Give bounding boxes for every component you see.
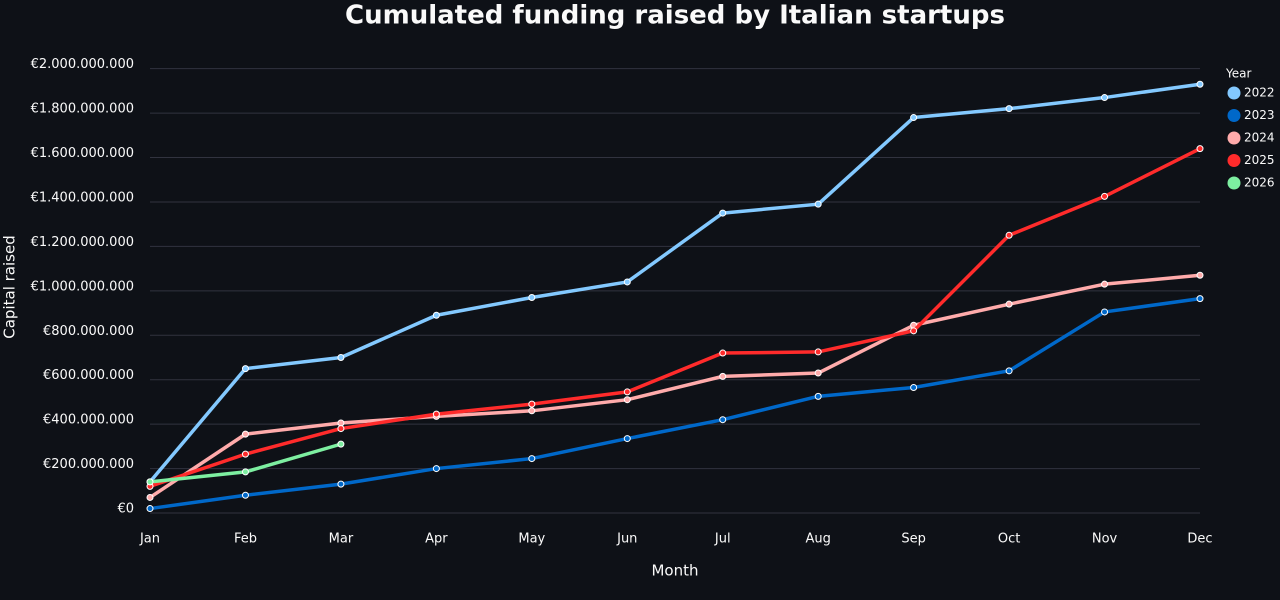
marker — [337, 425, 345, 433]
x-tick-label: May — [518, 532, 545, 547]
marker — [432, 465, 440, 473]
marker — [1196, 295, 1204, 303]
legend-title: Year — [1225, 67, 1251, 81]
marker — [241, 430, 249, 438]
x-tick-label: Sep — [901, 532, 926, 547]
marker — [432, 410, 440, 418]
y-tick-label: €2.000.000.000 — [31, 57, 134, 72]
marker — [528, 293, 536, 301]
marker — [432, 311, 440, 319]
x-tick-label: Dec — [1187, 532, 1212, 547]
marker — [814, 348, 822, 356]
legend-swatch — [1227, 154, 1241, 167]
marker — [528, 407, 536, 415]
legend-label: 2022 — [1244, 86, 1275, 100]
marker — [719, 416, 727, 424]
marker — [337, 353, 345, 361]
y-tick-label: €1.000.000.000 — [31, 279, 134, 294]
y-tick-label: €200.000.000 — [43, 457, 134, 472]
marker — [910, 383, 918, 391]
marker — [146, 505, 154, 513]
x-tick-label: Apr — [425, 532, 448, 547]
marker — [241, 468, 249, 476]
marker — [241, 450, 249, 458]
marker — [910, 327, 918, 335]
marker — [623, 388, 631, 396]
x-tick-label: Nov — [1092, 532, 1118, 547]
marker — [1101, 280, 1109, 288]
line — [149, 147, 1201, 488]
marker — [623, 396, 631, 404]
y-tick-label: €600.000.000 — [43, 368, 134, 383]
marker — [623, 278, 631, 286]
x-tick-label: Aug — [805, 532, 830, 547]
marker — [719, 209, 727, 217]
legend-swatch — [1227, 131, 1241, 145]
y-tick-label: €400.000.000 — [43, 413, 134, 428]
y-tick-label: €1.200.000.000 — [31, 235, 134, 250]
marker — [146, 493, 154, 501]
marker — [241, 491, 249, 499]
marker — [623, 435, 631, 443]
marker — [241, 365, 249, 373]
marker — [1005, 105, 1013, 113]
marker — [528, 455, 536, 463]
marker — [528, 400, 536, 408]
x-tick-label: Jun — [616, 532, 637, 547]
marker — [1196, 80, 1204, 88]
x-tick-label: Jan — [139, 532, 160, 547]
legend-swatch — [1227, 176, 1241, 190]
y-axis-label: Capital raised — [1, 235, 19, 338]
x-tick-label: Feb — [234, 532, 257, 547]
marker — [1101, 94, 1109, 102]
x-tick-label: Mar — [329, 532, 354, 547]
marker — [1005, 300, 1013, 308]
line — [149, 296, 1201, 511]
line — [149, 273, 1201, 499]
y-tick-label: €1.400.000.000 — [31, 190, 134, 205]
marker — [719, 349, 727, 357]
legend-label: 2024 — [1244, 131, 1275, 145]
legend-swatch — [1227, 109, 1241, 122]
marker — [910, 114, 918, 122]
legend-label: 2026 — [1244, 176, 1275, 190]
y-tick-label: €1.600.000.000 — [31, 146, 134, 161]
marker — [146, 478, 154, 486]
marker — [1101, 308, 1109, 316]
marker — [1196, 271, 1204, 279]
x-axis-label: Month — [651, 562, 698, 580]
marker — [1005, 231, 1013, 239]
y-tick-label: €0 — [117, 502, 134, 517]
marker — [337, 440, 345, 448]
marker — [1005, 367, 1013, 375]
x-tick-label: Oct — [998, 532, 1020, 547]
legend-label: 2023 — [1244, 108, 1275, 122]
marker — [814, 369, 822, 377]
marker — [1101, 192, 1109, 200]
legend-label: 2025 — [1244, 153, 1275, 167]
x-tick-label: Jul — [714, 532, 731, 547]
y-tick-label: €1.800.000.000 — [31, 102, 134, 117]
y-tick-label: €800.000.000 — [43, 324, 134, 339]
marker — [814, 392, 822, 400]
legend-swatch — [1227, 86, 1241, 100]
marker — [337, 480, 345, 488]
line — [148, 82, 1201, 484]
marker — [719, 372, 727, 380]
marker — [814, 200, 822, 208]
marker — [1196, 145, 1204, 153]
chart-title: Cumulated funding raised by Italian star… — [345, 1, 1005, 31]
